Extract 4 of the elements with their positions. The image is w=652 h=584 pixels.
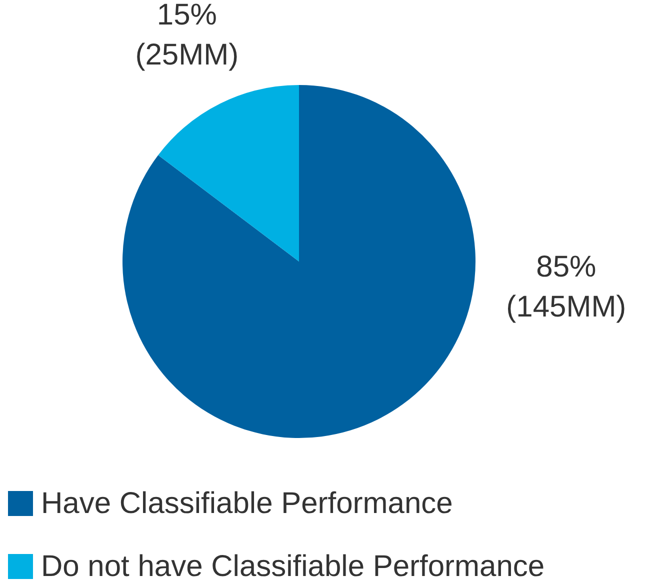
legend-label: Have Classifiable Performance <box>41 486 453 520</box>
legend-label: Do not have Classifiable Performance <box>41 550 545 584</box>
data-label: 85% (145MM) <box>506 250 626 324</box>
data-label: 15% (25MM) <box>135 0 239 72</box>
